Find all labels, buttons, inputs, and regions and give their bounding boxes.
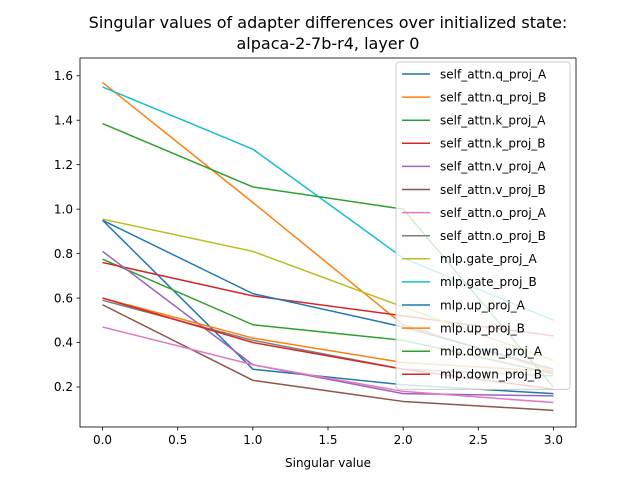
legend: self_attn.q_proj_A self_attn.q_proj_Bself…	[395, 61, 571, 390]
y-tick-label: 1.6	[54, 69, 73, 83]
legend-label-4: self_attn.v_proj_A	[440, 160, 546, 174]
x-tick-label: 0.0	[93, 433, 112, 447]
y-tick-label: 0.6	[54, 291, 73, 305]
y-tick-label: 1.2	[54, 158, 73, 172]
series-line-5	[102, 304, 554, 412]
y-tick-label: 1.0	[54, 202, 73, 216]
legend-label-6: self_attn.o_proj_A	[440, 206, 547, 220]
series-line-6	[102, 326, 554, 404]
y-tick-label: 1.4	[54, 113, 73, 127]
y-tick-label: 0.4	[54, 336, 73, 350]
legend-label-2: self_attn.k_proj_A	[440, 114, 546, 128]
chart-subtitle: alpaca-2-7b-r4, layer 0	[237, 34, 420, 53]
axes: 0.0 0.5 1.0 1.5 2.0 2.5 3.0 0.2 0.4 0.6 0.8 1.0 1.2 1…	[54, 57, 577, 447]
legend-label-13: mlp.down_proj_B	[440, 368, 542, 382]
x-tick-label: 0.5	[168, 433, 187, 447]
y-tick-label: 0.8	[54, 247, 73, 261]
legend-label-12: mlp.down_proj_A	[440, 345, 543, 359]
legend-label-9: mlp.gate_proj_B	[440, 275, 537, 289]
x-tick-label: 1.5	[318, 433, 337, 447]
legend-label-5: self_attn.v_proj_B	[440, 183, 546, 197]
legend-label-8: mlp.gate_proj_A	[440, 252, 537, 266]
x-tick-label: 3.0	[544, 433, 563, 447]
x-axis-label: Singular value	[285, 456, 371, 470]
legend-label-11: mlp.up_proj_B	[440, 321, 525, 335]
y-tick-label: 0.2	[54, 380, 73, 394]
series-line-4	[102, 250, 554, 397]
chart-title: Singular values of adapter differences o…	[89, 13, 568, 32]
x-tick-label: 2.5	[469, 433, 488, 447]
legend-label-1: self_attn.q_proj_B	[440, 90, 546, 104]
x-tick-label: 1.0	[243, 433, 262, 447]
legend-label-0: self_attn.q_proj_A	[440, 67, 547, 81]
x-tick-label: 2.0	[394, 433, 413, 447]
legend-label-10: mlp.up_proj_A	[440, 298, 526, 312]
legend-label-3: self_attn.k_proj_B	[440, 137, 546, 151]
legend-box	[395, 61, 571, 390]
legend-label-7: self_attn.o_proj_B	[440, 229, 546, 243]
